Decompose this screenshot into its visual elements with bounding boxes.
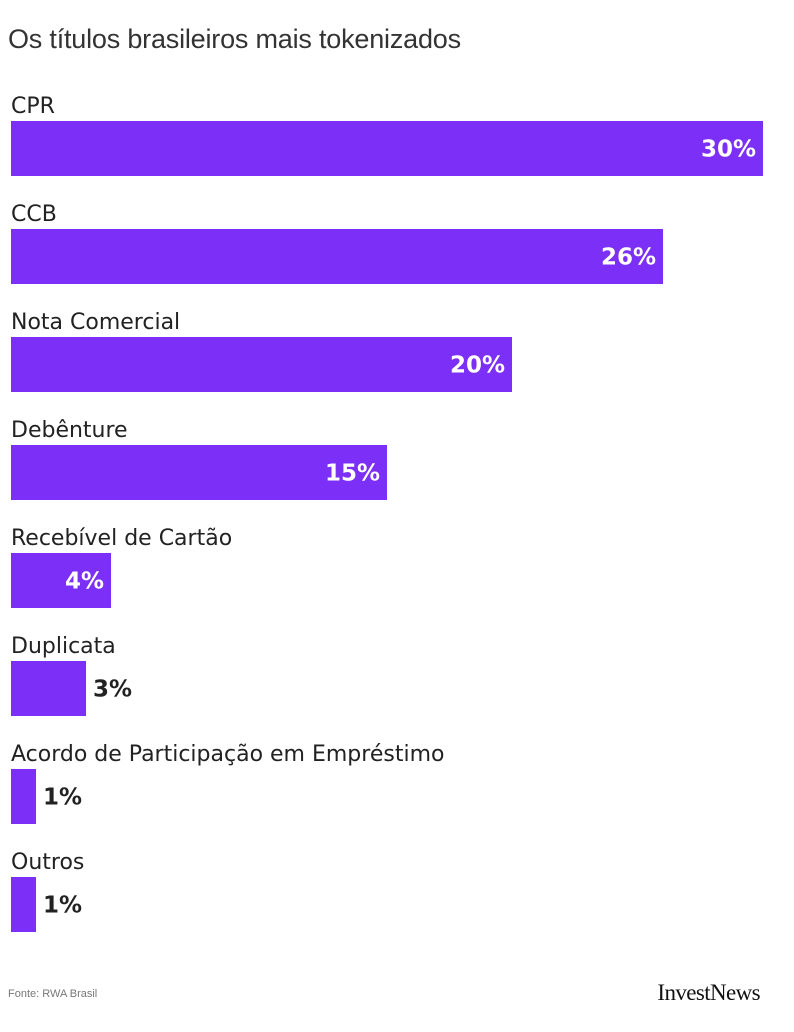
investnews-logo: InvestNews: [657, 980, 760, 1005]
value-label: 4%: [65, 569, 104, 595]
bar: [11, 337, 512, 392]
bar: [11, 445, 387, 500]
bar: [11, 877, 36, 932]
value-label: 15%: [325, 461, 380, 487]
chart-title: Os títulos brasileiros mais tokenizados: [8, 24, 461, 54]
category-label: CPR: [11, 94, 55, 119]
value-label: 1%: [43, 785, 82, 811]
category-label: Duplicata: [11, 634, 116, 659]
bar: [11, 553, 111, 608]
category-label: Nota Comercial: [11, 310, 180, 335]
value-label: 30%: [701, 137, 756, 163]
category-label: Debênture: [11, 418, 128, 443]
value-label: 26%: [601, 245, 656, 271]
category-label: Recebível de Cartão: [11, 526, 232, 551]
value-label: 20%: [450, 353, 505, 379]
bar: [11, 769, 36, 824]
value-label: 3%: [93, 677, 132, 703]
bar: [11, 121, 763, 176]
category-label: CCB: [11, 202, 57, 227]
source-note: Fonte: RWA Brasil: [8, 988, 98, 1000]
bar: [11, 229, 663, 284]
bar-chart: CPR 30% CCB 26% Nota Comercial 20% Debênture 15…: [11, 94, 763, 932]
value-label: 1%: [43, 893, 82, 919]
category-label: Outros: [11, 850, 84, 875]
category-label: Acordo de Participação em Empréstimo: [11, 742, 444, 767]
bar: [11, 661, 86, 716]
